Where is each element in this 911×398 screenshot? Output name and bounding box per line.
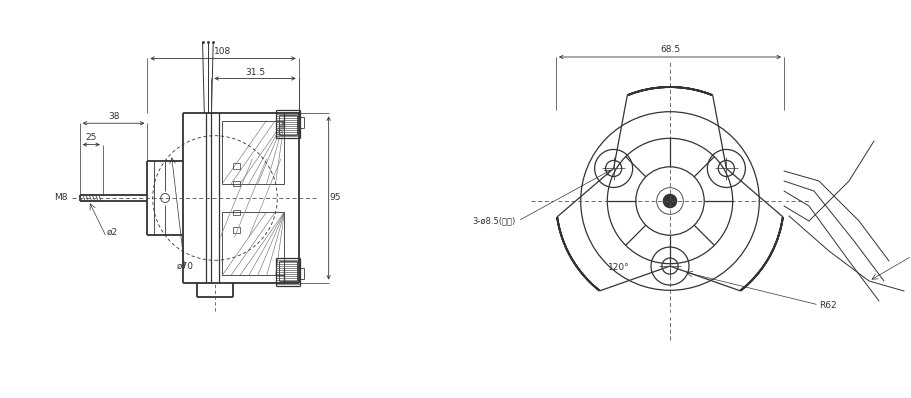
- Text: R62: R62: [818, 300, 835, 310]
- Text: 120°: 120°: [607, 263, 629, 272]
- Bar: [222, 121, 284, 184]
- Bar: [232, 181, 240, 186]
- Text: M8: M8: [54, 193, 67, 203]
- Text: ø2: ø2: [107, 228, 118, 237]
- Text: 68.5: 68.5: [660, 45, 680, 53]
- Text: 31.5: 31.5: [245, 68, 265, 77]
- Text: 38: 38: [107, 112, 119, 121]
- Bar: [232, 210, 240, 215]
- Bar: [222, 212, 284, 275]
- Bar: [232, 163, 240, 169]
- Text: 108: 108: [214, 47, 231, 56]
- Text: 25: 25: [86, 133, 97, 142]
- Bar: [232, 227, 240, 233]
- Text: ø70: ø70: [177, 261, 193, 270]
- Circle shape: [662, 194, 676, 208]
- Text: 3-ø8.5(均布): 3-ø8.5(均布): [472, 217, 516, 226]
- Text: 95: 95: [329, 193, 340, 203]
